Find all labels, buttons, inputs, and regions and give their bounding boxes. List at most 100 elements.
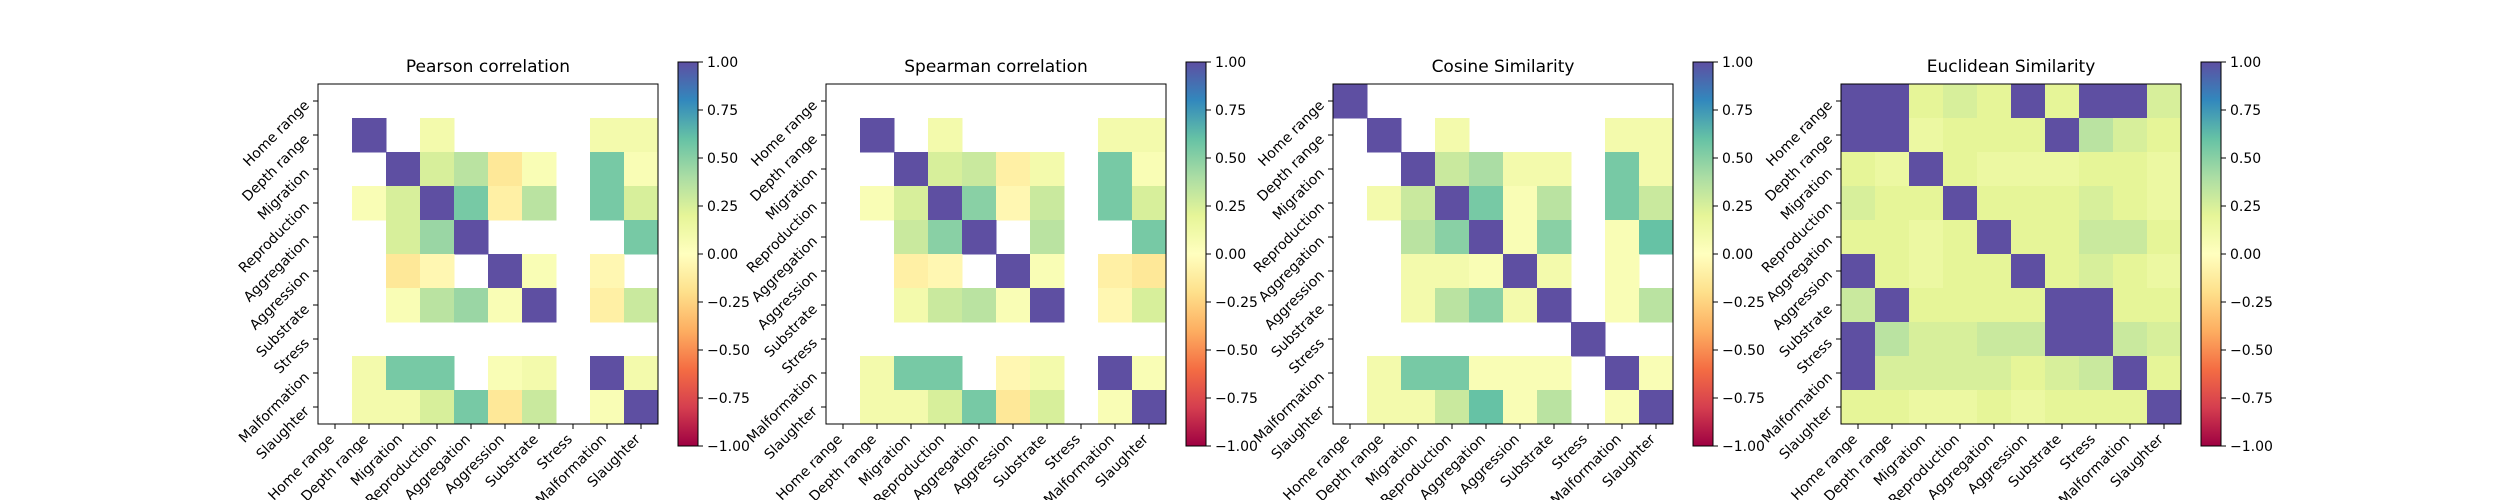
heatmap-cell	[1030, 152, 1065, 187]
heatmap-cell	[1909, 152, 1944, 187]
colorbar-tick-label: 0.00	[1215, 247, 1246, 263]
heatmap-cell	[420, 390, 455, 425]
heatmap-cell	[522, 152, 557, 187]
heatmap-cell	[1977, 356, 2012, 391]
heatmap-cell	[590, 118, 625, 153]
heatmap-cells	[860, 118, 1167, 425]
heatmap-cell	[1875, 254, 1910, 289]
heatmap-cell	[894, 356, 929, 391]
colorbar-tick-label: 1.00	[1215, 55, 1246, 71]
heatmap-cell	[1030, 390, 1065, 425]
heatmap-cell	[1469, 254, 1504, 289]
heatmap-cell	[996, 288, 1031, 323]
heatmap-cell	[1639, 390, 1674, 425]
heatmap-cell	[522, 288, 557, 323]
heatmap-cell	[624, 390, 659, 425]
heatmap-cell	[2113, 118, 2148, 153]
heatmap-cell	[2147, 390, 2182, 425]
heatmap-cell	[386, 152, 421, 187]
heatmap-cell	[1030, 186, 1065, 221]
heatmap-cell	[454, 220, 489, 255]
heatmap-cell	[1537, 220, 1572, 255]
heatmap-cell	[1605, 288, 1640, 323]
heatmap-cell	[1943, 356, 1978, 391]
colorbar-tick-label: −0.75	[1722, 391, 1765, 407]
heatmap-cell	[1098, 118, 1133, 153]
heatmap-cell	[996, 390, 1031, 425]
colorbar-tick-label: −0.75	[2230, 391, 2273, 407]
heatmap-cell	[590, 288, 625, 323]
heatmap-cell	[860, 186, 895, 221]
heatmap-cell	[488, 186, 523, 221]
heatmap-cell	[1605, 254, 1640, 289]
heatmap-cell	[2113, 288, 2148, 323]
heatmap-cell	[454, 288, 489, 323]
heatmap-cell	[2011, 84, 2046, 119]
plot-frame	[317, 83, 659, 425]
heatmap-cell	[1435, 390, 1470, 425]
colorbar-tick-label: −1.00	[707, 439, 750, 455]
heatmap-cell	[928, 186, 963, 221]
heatmap-cell	[522, 254, 557, 289]
heatmap-cell	[352, 390, 387, 425]
heatmap-cell	[1943, 288, 1978, 323]
heatmap-cell	[488, 288, 523, 323]
heatmap-cell	[2011, 254, 2046, 289]
colorbar-tick-label: 0.50	[707, 151, 738, 167]
heatmap-cell	[1841, 390, 1876, 425]
heatmap-cell	[1503, 220, 1538, 255]
heatmap-cells	[352, 118, 659, 425]
heatmap-cell	[1435, 118, 1470, 153]
heatmap-cell	[1875, 220, 1910, 255]
colorbar-tick-label: 0.00	[707, 247, 738, 263]
heatmap-cell	[2045, 84, 2080, 119]
heatmap-cell	[1841, 186, 1876, 221]
heatmap-cell	[1875, 356, 1910, 391]
heatmap-cell	[1098, 254, 1133, 289]
heatmap-cell	[1909, 118, 1944, 153]
heatmap-cell	[624, 152, 659, 187]
heatmap-cell	[962, 186, 997, 221]
heatmap-cell	[1909, 322, 1944, 357]
heatmap-cell	[1537, 254, 1572, 289]
colorbar-tick-label: 0.25	[1215, 199, 1246, 215]
heatmap-cell	[2079, 390, 2114, 425]
heatmap-cell	[2113, 356, 2148, 391]
heatmap-cell	[386, 390, 421, 425]
colorbar-tick-label: 0.25	[2230, 199, 2261, 215]
heatmap-cell	[1503, 254, 1538, 289]
heatmap-cell	[1537, 390, 1572, 425]
heatmap-cell	[1503, 186, 1538, 221]
heatmap-cell	[1875, 118, 1910, 153]
heatmap-cell	[2045, 220, 2080, 255]
heatmap-cell	[1977, 220, 2012, 255]
heatmap-cell	[2113, 84, 2148, 119]
heatmap-cell	[2113, 186, 2148, 221]
heatmap-cell	[1841, 254, 1876, 289]
heatmap-cell	[1639, 186, 1674, 221]
colorbar-tick-label: 0.25	[707, 199, 738, 215]
heatmap-cell	[488, 390, 523, 425]
heatmap-cell	[1841, 322, 1876, 357]
heatmap-cell	[1639, 118, 1674, 153]
colorbar-tick-label: 1.00	[2230, 55, 2261, 71]
colorbar-tick-label: 1.00	[707, 55, 738, 71]
colorbar-tick-label: 0.75	[2230, 103, 2261, 119]
heatmap-cell	[928, 288, 963, 323]
heatmap-cell	[1977, 152, 2012, 187]
heatmap-cell	[1367, 390, 1402, 425]
heatmap-cell	[2147, 288, 2182, 323]
heatmap-cell	[996, 356, 1031, 391]
heatmap-cell	[1943, 220, 1978, 255]
heatmap-cell	[2011, 356, 2046, 391]
heatmap-cell	[386, 356, 421, 391]
heatmap-cell	[860, 390, 895, 425]
heatmap-cell	[1132, 118, 1167, 153]
heatmap-cell	[2079, 152, 2114, 187]
heatmap-cell	[2147, 254, 2182, 289]
heatmap-cell	[1639, 356, 1674, 391]
heatmap-cell	[590, 390, 625, 425]
heatmap-cell	[352, 118, 387, 153]
